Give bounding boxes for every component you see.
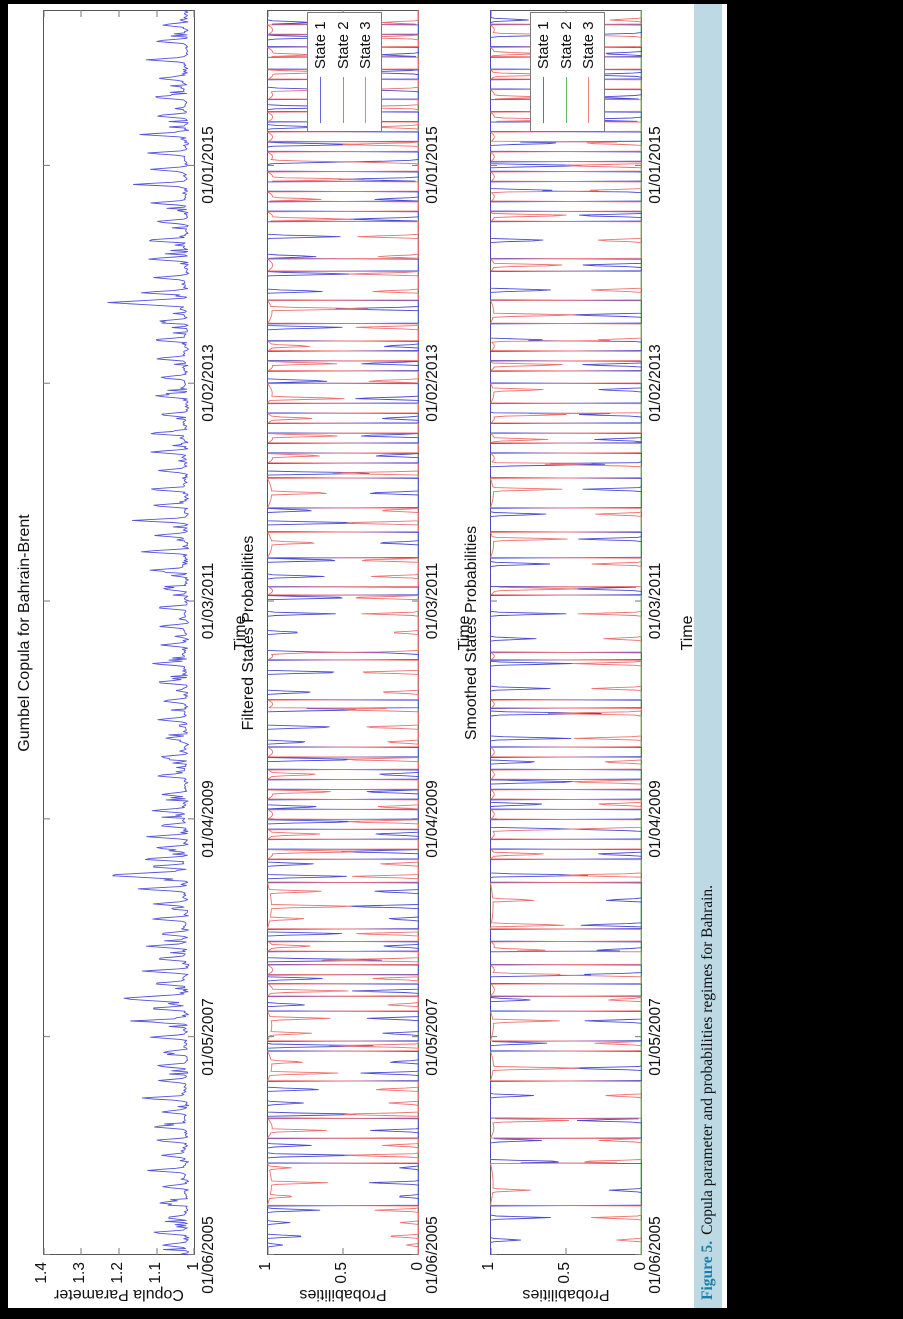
x-tick-date-label: 01/05/2007 <box>647 998 664 1076</box>
x-tick-date-label: 01/03/2011 <box>424 562 441 640</box>
legend-entry: State 2 <box>333 13 355 131</box>
figure-caption-text: Copula parameter and probabilities regim… <box>699 884 716 1235</box>
legend-line-sample-icon <box>365 77 366 123</box>
y-tick-label: 1 <box>257 1262 274 1271</box>
rotated-journal-page: Gumbel Copula for Bahrain-Brent Copula P… <box>8 4 727 1308</box>
plot-area <box>43 10 195 1255</box>
figure-caption-label: Figure 5. <box>699 1240 716 1300</box>
legend-entry-label: State 1 <box>312 21 329 69</box>
x-tick-date-label: 01/06/2005 <box>200 1216 217 1294</box>
legend-entry: State 3 <box>355 13 377 131</box>
legend-line-sample-icon <box>320 77 321 123</box>
axes-svg <box>267 10 419 1255</box>
figure-caption: Figure 5. Copula parameter and probabili… <box>694 4 722 1308</box>
x-tick-date-label: 01/06/2005 <box>424 1216 441 1294</box>
x-tick-date-label: 01/03/2011 <box>647 562 664 640</box>
data-series-line <box>107 10 190 1255</box>
data-series-line <box>490 10 642 1255</box>
legend-line-sample-icon <box>565 77 567 123</box>
x-tick-date-label: 01/02/2013 <box>200 344 217 422</box>
axes-svg <box>490 10 642 1255</box>
x-tick-date-label: 01/05/2007 <box>424 998 441 1076</box>
y-tick-label: 1.4 <box>33 1262 50 1284</box>
plot-area <box>490 10 642 1255</box>
y-tick-label: 1.1 <box>147 1262 164 1284</box>
legend-entry: State 1 <box>310 13 332 131</box>
axes-svg <box>43 10 195 1255</box>
legend-entry-label: State 2 <box>557 21 575 69</box>
legend-entry-label: State 3 <box>357 21 374 69</box>
y-tick-label: 1 <box>480 1262 497 1271</box>
x-tick-date-label: 01/02/2013 <box>647 344 664 422</box>
x-tick-date-label: 01/04/2009 <box>647 780 664 858</box>
chart-title: Gumbel Copula for Bahrain-Brent <box>16 514 33 752</box>
legend-box: State 1 State 2 State 3 <box>307 12 382 132</box>
x-tick-date-label: 01/04/2009 <box>200 780 217 858</box>
x-tick-date-label: 01/06/2005 <box>647 1216 664 1294</box>
chart-title: Smoothed States Probabilities <box>463 525 480 741</box>
y-tick-label: 1.2 <box>109 1262 126 1284</box>
legend-line-sample-icon <box>342 77 344 123</box>
legend-entry-label: State 2 <box>334 21 352 69</box>
y-tick-label: 1.3 <box>71 1262 88 1284</box>
x-tick-date-label: 01/01/2015 <box>424 126 441 204</box>
chart-title: Filtered States Probabilities <box>240 535 257 731</box>
legend-entry-label: State 3 <box>580 21 597 69</box>
legend-entry: State 3 <box>578 13 600 131</box>
x-tick-date-label: 01/01/2015 <box>647 126 664 204</box>
legend-entry: State 2 <box>556 13 578 131</box>
legend-box: State 1 State 2 State 3 <box>530 12 605 132</box>
data-series-line <box>267 10 419 1255</box>
data-series-line <box>490 10 642 1255</box>
legend-line-sample-icon <box>543 77 544 123</box>
data-series-line <box>267 10 419 1255</box>
legend-entry-label: State 1 <box>535 21 552 69</box>
y-tick-label: 0.5 <box>556 1262 573 1284</box>
x-tick-date-label: 01/03/2011 <box>200 562 217 640</box>
legend-line-sample-icon <box>588 77 589 123</box>
axes-box <box>267 10 419 1255</box>
y-tick-label: 0.5 <box>333 1262 350 1284</box>
plot-area <box>267 10 419 1255</box>
legend-entry: State 1 <box>533 13 555 131</box>
x-tick-date-label: 01/01/2015 <box>200 126 217 204</box>
x-tick-date-label: 01/05/2007 <box>200 998 217 1076</box>
x-tick-date-label: 01/02/2013 <box>424 344 441 422</box>
x-tick-date-label: 01/04/2009 <box>424 780 441 858</box>
